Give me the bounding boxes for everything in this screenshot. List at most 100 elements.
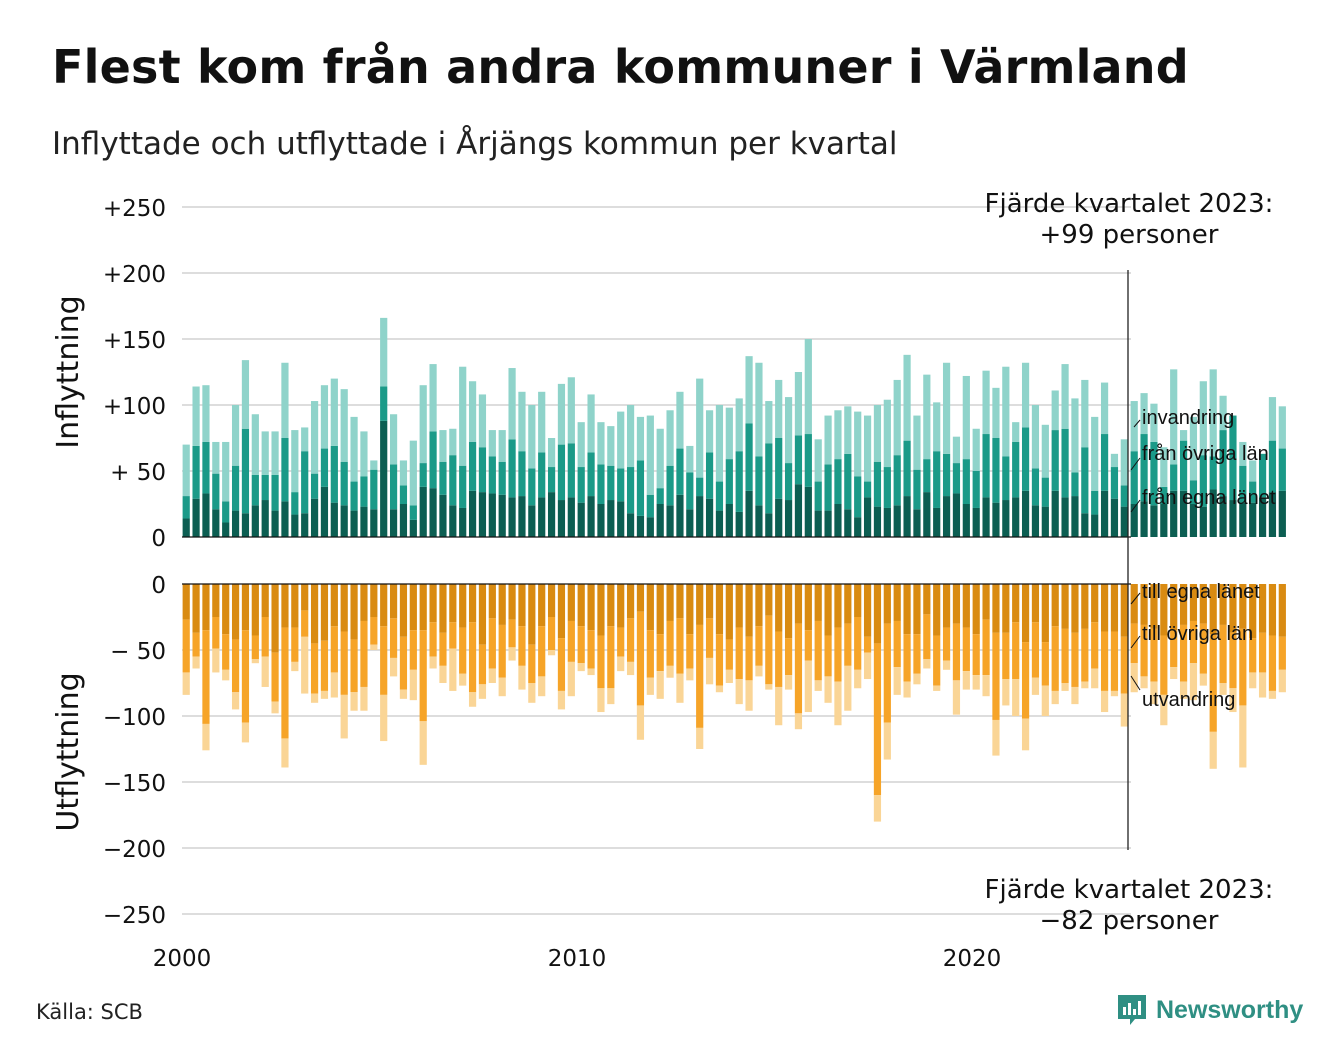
- inflow-bar-segment: [962, 504, 970, 537]
- inflow-bar-segment: [814, 439, 822, 482]
- outflow-bar-segment: [982, 584, 990, 620]
- inflow-bar-segment: [1120, 439, 1128, 486]
- top-grid: [182, 206, 1131, 472]
- inflow-bar-segment: [468, 490, 477, 537]
- inflow-bar-segment: [883, 507, 891, 537]
- outflow-bar-segment: [212, 648, 220, 673]
- outflow-bar-segment: [1061, 628, 1069, 683]
- inflow-bar-segment: [202, 493, 210, 537]
- inflow-bar-segment: [508, 368, 516, 440]
- inflow-bar-segment: [1071, 496, 1079, 537]
- outflow-bar-segment: [1189, 663, 1198, 701]
- inflow-bar-segment: [1239, 441, 1247, 466]
- inflow-bar-segment: [1081, 447, 1089, 514]
- outflow-bar-segment: [735, 627, 743, 680]
- outflow-bar-segment: [1071, 632, 1079, 687]
- inflow-bar-segment: [834, 504, 842, 537]
- inflow-bar-segment: [933, 451, 941, 508]
- inflow-bar-segment: [350, 481, 358, 511]
- inflow-bar-segment: [429, 364, 437, 432]
- inflow-bar-segment: [933, 507, 941, 537]
- outflow-bar-segment: [320, 640, 329, 691]
- inflow-bar-segment: [1219, 395, 1227, 431]
- outflow-bar-segment: [1258, 584, 1267, 633]
- outflow-bar-segment: [1061, 683, 1069, 691]
- inflow-bar-segment: [449, 428, 457, 456]
- inflow-bar-segment: [261, 431, 269, 475]
- inflow-bar-segment: [498, 430, 506, 462]
- outflow-bar-segment: [1002, 679, 1010, 706]
- brand-name: Newsworthy: [1156, 995, 1304, 1024]
- inflow-bar-segment: [271, 431, 279, 475]
- inflow-bar-segment: [873, 461, 882, 507]
- outflow-bar-segment: [952, 584, 961, 624]
- inflow-bar-segment: [1249, 481, 1257, 503]
- outflow-bar-segment: [982, 619, 990, 676]
- outflow-bar-segment: [241, 722, 250, 743]
- inflow-bar-segment: [330, 378, 338, 446]
- outflow-bar-segment: [202, 584, 210, 631]
- inflow-bar-segment: [992, 387, 1000, 438]
- outflow-bar-segment: [1031, 677, 1040, 695]
- outflow-bar-segment: [676, 584, 684, 619]
- outflow-bar-segment: [893, 667, 901, 695]
- outflow-bar-segment: [1061, 584, 1069, 629]
- inflow-bar-segment: [498, 494, 506, 537]
- inflow-bar-segment: [301, 451, 309, 514]
- outflow-bar-segment: [1189, 620, 1198, 664]
- outflow-bar-segment: [1199, 673, 1207, 686]
- inflow-bar-segment: [409, 519, 417, 537]
- outflow-bar-segment: [1268, 690, 1277, 699]
- outflow-bar-segment: [261, 584, 269, 617]
- inflow-bar-segment: [577, 422, 585, 468]
- outflow-bar-segment: [409, 584, 417, 631]
- outflow-bar-segment: [419, 721, 427, 765]
- label-invandring: invandring: [1142, 407, 1234, 429]
- outflow-bar-segment: [735, 584, 743, 628]
- inflow-bar-segment: [952, 436, 961, 464]
- outflow-bar-segment: [459, 584, 467, 628]
- bottom-y-axis-label: Utflyttning: [51, 672, 86, 831]
- inflow-bar-segment: [962, 375, 970, 460]
- outflow-bar-segment: [607, 584, 615, 627]
- inflow-bar-segment: [1140, 501, 1148, 537]
- inflow-bar-segment: [893, 455, 901, 506]
- outflow-bar-segment: [340, 631, 348, 695]
- outflow-bar-segment: [488, 668, 496, 683]
- inflow-bar-segment: [962, 459, 970, 504]
- inflow-bar-segment: [439, 430, 447, 462]
- inflow-bar-segment: [478, 492, 487, 537]
- inflow-bar-segment: [459, 507, 467, 537]
- outflow-bar-segment: [597, 635, 605, 689]
- inflow-bar-segment: [508, 497, 516, 537]
- outflow-bar-segment: [775, 631, 783, 687]
- inflow-bar-segment: [696, 477, 704, 497]
- inflow-bar-segment: [676, 391, 684, 449]
- inflow-bar-segment: [893, 379, 901, 456]
- outflow-bar-segment: [310, 643, 319, 694]
- inflow-bar-segment: [182, 444, 190, 497]
- inflow-bar-segment: [686, 445, 694, 473]
- inflow-bar-segment: [310, 401, 319, 474]
- inflow-bar-segment: [538, 391, 546, 453]
- newsworthy-logo[interactable]: Newsworthy: [1116, 992, 1303, 1028]
- inflow-bar-segment: [212, 473, 220, 510]
- outflow-bar-segment: [942, 584, 951, 628]
- inflow-bar-segment: [320, 385, 329, 449]
- inflow-bar-segment: [419, 486, 427, 537]
- inflow-bar-segment: [666, 465, 674, 506]
- inflow-bar-segment: [696, 496, 704, 537]
- outflow-bar-segment: [715, 634, 724, 686]
- inflow-bar-segment: [893, 505, 901, 537]
- inflow-bar-segment: [666, 410, 674, 466]
- outflow-bar-segment: [1051, 626, 1059, 691]
- outflow-bar-segment: [913, 634, 921, 674]
- inflow-bar-segment: [794, 435, 803, 485]
- inflow-bar-segment: [913, 415, 921, 470]
- outflow-bar-segment: [1140, 624, 1148, 677]
- inflow-bar-segment: [271, 510, 279, 537]
- outflow-bar-segment: [863, 652, 872, 680]
- outflow-bar-segment: [251, 659, 259, 664]
- outflow-bar-segment: [1012, 622, 1020, 680]
- outflow-bar-segment: [794, 584, 803, 624]
